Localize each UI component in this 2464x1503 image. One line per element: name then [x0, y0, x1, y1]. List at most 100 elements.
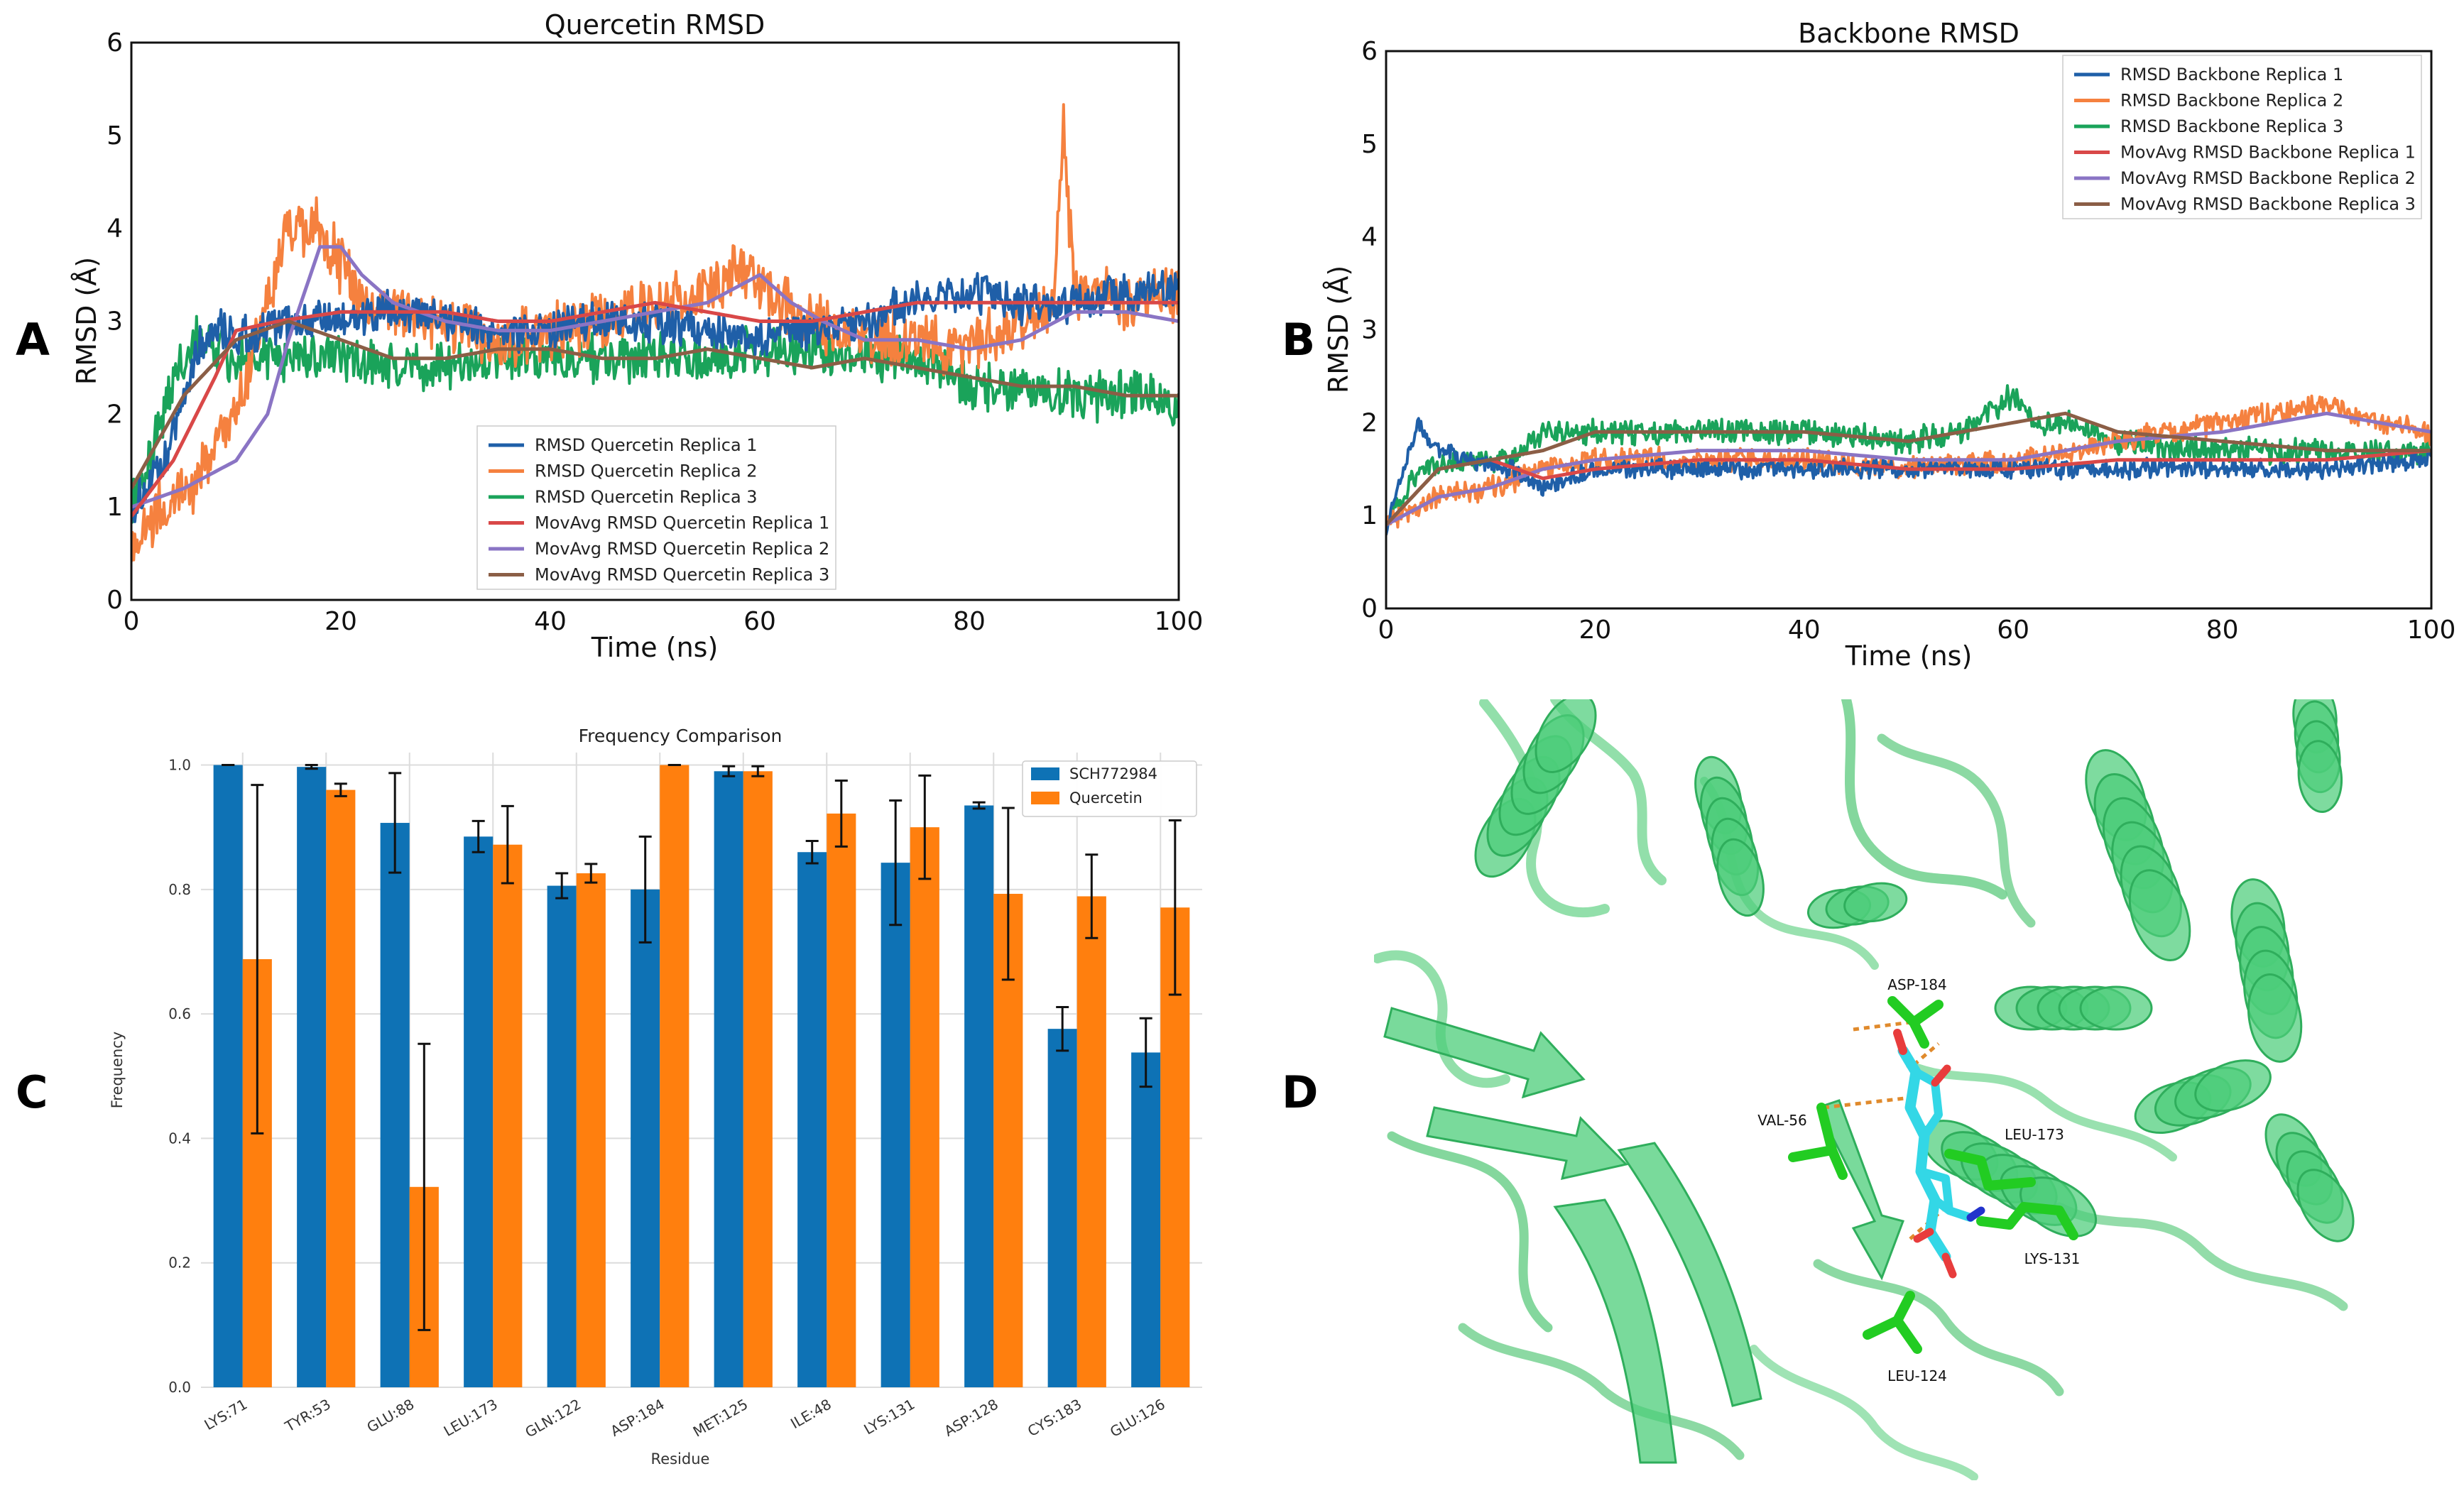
x-tick-label: ASP:184 [608, 1396, 667, 1440]
x-tick-label: LEU:173 [441, 1396, 501, 1440]
series-line-4 [131, 300, 1179, 518]
bar-quercetin [743, 771, 773, 1387]
legend-label: MovAvg RMSD Backbone Replica 1 [2120, 143, 2416, 163]
bar-sch772984 [464, 836, 494, 1387]
beta-sheets [1383, 1007, 1904, 1464]
bar-sch772984 [213, 765, 243, 1387]
y-tick-label: 3 [1361, 316, 1378, 345]
bar-sch772984 [297, 767, 327, 1387]
legend-label: MovAvg RMSD Backbone Replica 3 [2120, 195, 2416, 214]
error-bar [1085, 853, 1099, 939]
y-tick-label: 1 [1361, 501, 1378, 530]
chart-backbone-rmsd: Backbone RMSD 0 20 40 60 80 100 0 1 2 3 4 5 6 Time (… [1323, 18, 2455, 672]
series-line-6 [131, 319, 1179, 490]
x-tick-label: MET:125 [690, 1396, 751, 1441]
legend-label: Quercetin [1069, 789, 1143, 807]
series-line-1 [131, 270, 1179, 523]
legend-label: RMSD Backbone Replica 1 [2120, 65, 2343, 84]
y-tick-label: 4 [107, 214, 123, 244]
series-line-6 [1386, 411, 2431, 526]
bar-quercetin [1076, 896, 1106, 1387]
series-line-2 [1386, 394, 2431, 536]
residue-sticks [1788, 996, 2078, 1354]
legend-label: MovAvg RMSD Quercetin Replica 3 [535, 565, 829, 585]
chart-title: Backbone RMSD [1798, 18, 2019, 49]
error-bar [751, 765, 765, 777]
y-tick-label: 0 [1361, 594, 1378, 623]
x-tick-label: GLU:88 [364, 1396, 417, 1436]
error-bar [722, 765, 736, 777]
x-tick-label: 80 [2206, 616, 2239, 645]
y-axis-label: RMSD (Å) [1323, 266, 1354, 393]
error-bar [334, 782, 347, 797]
bar-quercetin [660, 765, 689, 1387]
y-tick-label: 6 [107, 28, 123, 58]
y-tick-label: 3 [107, 307, 123, 337]
bar-sch772984 [380, 823, 410, 1387]
bar-quercetin [493, 844, 523, 1387]
y-tick-label: 2 [107, 400, 123, 429]
plot-area [201, 753, 1202, 1387]
residue-lys-131 [1976, 1202, 2078, 1240]
x-tick-label: CYS:183 [1025, 1396, 1084, 1441]
residue-label-val-56: VAL-56 [1757, 1112, 1807, 1129]
legend: RMSD Backbone Replica 1 RMSD Backbone Rep… [2062, 55, 2422, 219]
bar-sch772984 [881, 863, 910, 1387]
error-bar [1001, 807, 1015, 981]
chart-quercetin-rmsd: Quercetin RMSD 0 20 40 60 80 100 0 1 2 3 4 5 6 Time … [71, 9, 1203, 663]
bar-sch772984 [797, 852, 827, 1387]
x-tick-label: 0 [124, 607, 140, 636]
y-tick-label: 1 [107, 493, 123, 522]
y-tick-label: 0.4 [168, 1130, 191, 1147]
y-tick-label: 0.6 [168, 1005, 191, 1022]
x-tick-label: 60 [743, 607, 776, 636]
residue-leu-173 [1944, 1149, 2036, 1191]
panel-label-c: C [16, 1066, 48, 1118]
error-bar [1168, 819, 1182, 996]
error-bar [1056, 1005, 1069, 1052]
error-bar [834, 779, 848, 848]
y-tick-label: 1.0 [168, 757, 191, 774]
legend-swatch [1031, 792, 1059, 804]
bar-sch772984 [1131, 1052, 1161, 1387]
bar-sch772984 [1047, 1029, 1077, 1387]
residue-label-lys-131: LYS-131 [2024, 1250, 2081, 1267]
chart-title: Quercetin RMSD [545, 9, 765, 40]
y-tick-label: 4 [1361, 223, 1378, 252]
residue-val-56 [1788, 1103, 1848, 1180]
legend: SCH772984 Quercetin [1022, 760, 1197, 817]
error-bar [471, 819, 485, 853]
panel-label-d: D [1282, 1066, 1318, 1118]
legend-swatch [1031, 767, 1059, 780]
bar-quercetin [576, 873, 606, 1387]
y-axis-label: Frequency [109, 1032, 126, 1109]
plot-frame [1385, 50, 2433, 610]
x-tick-label: 0 [1378, 616, 1395, 645]
error-bar [584, 863, 598, 884]
x-axis-label: Residue [651, 1450, 710, 1468]
x-tick-label: 40 [1788, 616, 1821, 645]
x-tick-label: GLU:126 [1107, 1396, 1168, 1441]
error-bar [501, 804, 514, 885]
x-tick-label: LYS:131 [861, 1396, 917, 1438]
ligand-quercetin [1893, 1029, 1985, 1279]
chart-title: Frequency Comparison [579, 726, 783, 746]
x-axis-label: Time (ns) [1845, 640, 1973, 672]
legend: RMSD Quercetin Replica 1 RMSD Quercetin R… [476, 425, 836, 590]
y-axis-label: RMSD (Å) [71, 257, 102, 385]
x-tick-label: 60 [1997, 616, 2029, 645]
legend-label: RMSD Backbone Replica 2 [2120, 91, 2343, 111]
bar-sch772984 [964, 805, 994, 1387]
bar-sch772984 [547, 885, 577, 1387]
residue-label-leu-124: LEU-124 [1887, 1367, 1947, 1384]
series-line-5 [131, 245, 1179, 509]
error-bar [388, 772, 402, 874]
plot-frame [130, 41, 1180, 601]
residue-asp-184 [1887, 996, 1944, 1049]
bar-sch772984 [631, 889, 660, 1387]
error-bar [805, 839, 819, 865]
y-tick-label: 0.0 [168, 1379, 191, 1396]
x-tick-label: 100 [2407, 616, 2456, 645]
legend-label: RMSD Quercetin Replica 2 [535, 461, 758, 481]
